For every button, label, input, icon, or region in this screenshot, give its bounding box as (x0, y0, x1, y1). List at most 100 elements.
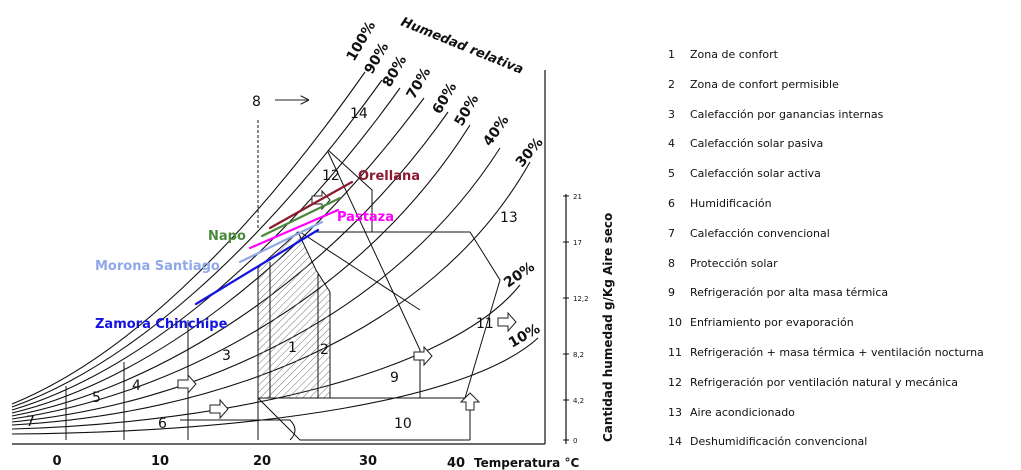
x-tick-30: 30 (359, 454, 377, 469)
legend-number: 1 (668, 48, 675, 61)
legend-item: 14 Deshumidificación convencional (668, 435, 984, 465)
legend-text: Deshumidificación convencional (690, 435, 868, 449)
zone-3-label: 3 (222, 348, 231, 364)
legend-text: Refrigeración por ventilación natural y … (690, 375, 959, 389)
zone-9-boundary (327, 151, 421, 398)
orellana-label: Orellana (358, 169, 420, 184)
zone-numbers: 1 2 3 4 5 6 7 8 9 10 11 12 13 14 (26, 94, 518, 432)
province-labels: Orellana Pastaza Napo Morona Santiago Za… (95, 169, 420, 332)
legend-number: 7 (668, 226, 675, 240)
x-tick-0: 0 (52, 454, 61, 469)
zone-6-label: 6 (158, 416, 167, 432)
legend-text: Refrigeración por alta masa térmica (690, 286, 889, 300)
legend-number: 10 (668, 316, 682, 330)
pastaza-line (248, 208, 340, 250)
legend-text: Protección solar (690, 256, 778, 270)
legend-item: 4 Calefacción solar pasiva (668, 137, 984, 167)
zone-5-label: 5 (92, 390, 101, 406)
rh-curve-90 (11, 79, 383, 408)
napo-label: Napo (208, 229, 246, 244)
arrow-4 (177, 373, 197, 395)
legend-number: 3 (668, 107, 675, 121)
comfort-zone-1 (257, 231, 331, 399)
rh-label-30: 30% (513, 135, 547, 171)
zamora-chinchipe-line (194, 228, 320, 306)
legend-item: 1 Zona de confort (668, 48, 984, 78)
legend-text: Zona de confort (690, 48, 778, 61)
legend-text: Humidificación (690, 196, 772, 210)
psychrometric-chart: Humedad relativa 100% 90% 80% 70% 60% 50… (11, 15, 615, 470)
morona-santiago-label: Morona Santiago (95, 259, 220, 274)
arrow-11 (497, 311, 517, 333)
zone-4-label: 4 (132, 378, 141, 394)
y-tick-8-2: 8,2 (573, 351, 584, 359)
legend-item: 13 Aire acondicionado (668, 406, 984, 436)
napo-line (260, 196, 342, 238)
y-tick-12-2: 12,2 (573, 295, 589, 303)
zone-13-label: 13 (500, 210, 518, 226)
arrow-6 (209, 398, 229, 420)
legend-text: Calefacción convencional (690, 226, 830, 240)
rh-label-40: 40% (480, 113, 512, 150)
zamora-chinchipe-label: Zamora Chinchipe (95, 317, 228, 332)
zone-8-label: 8 (252, 94, 261, 110)
zone-6-boundary (180, 419, 296, 441)
y-tick-0: 0 (573, 437, 577, 445)
legend-text: Refrigeración + masa térmica + ventilaci… (690, 345, 984, 359)
legend-number: 8 (668, 256, 675, 270)
legend-number: 13 (668, 405, 682, 419)
rh-curve-70 (11, 97, 425, 414)
x-ticks: 0 10 20 30 40 (52, 454, 465, 470)
legend-item: 12 Refrigeración por ventilación natural … (668, 376, 984, 406)
zone-12-label: 12 (322, 168, 340, 184)
zone-10-label: 10 (394, 416, 412, 432)
legend-number: 12 (668, 375, 682, 389)
chart-frame (12, 70, 567, 445)
rh-label-60: 60% (430, 80, 461, 117)
y-tick-17: 17 (573, 239, 582, 247)
province-lines (194, 180, 354, 306)
zone-7-label: 7 (26, 414, 35, 430)
legend-number: 2 (668, 77, 675, 91)
legend-list: 1 Zona de confort 2 Zona de confort permisi… (668, 48, 984, 465)
legend-number: 4 (668, 137, 675, 151)
orellana-line (268, 180, 354, 230)
legend-text: Aire acondicionado (690, 405, 795, 419)
legend-item: 6 Humidificación (668, 197, 984, 227)
legend-text: Calefacción por ganancias internas (690, 107, 884, 121)
legend-number: 6 (668, 196, 675, 210)
zone-boundaries (65, 120, 501, 441)
legend-number: 11 (668, 345, 682, 359)
legend-text: Calefacción solar activa (690, 167, 821, 181)
y-axis-label: Cantidad humedad g/Kg Aire seco (601, 213, 615, 442)
legend-item: 7 Calefacción convencional (668, 227, 984, 257)
morona-santiago-line (238, 220, 324, 264)
legend-item: 2 Zona de confort permisible (668, 78, 984, 108)
x-tick-10: 10 (151, 454, 169, 469)
legend-text: Enfriamiento por evaporación (690, 316, 854, 330)
arrow-9 (413, 345, 433, 367)
rh-label-50: 50% (452, 92, 483, 129)
legend-item: 8 Protección solar (668, 257, 984, 287)
zone-11-label: 11 (476, 316, 494, 332)
zone-13-boundary (327, 149, 501, 399)
rh-label-70: 70% (404, 65, 435, 102)
arrow-10 (459, 392, 481, 411)
pastaza-label: Pastaza (337, 210, 394, 225)
rh-curve-60 (11, 111, 449, 417)
legend-item: 9 Refrigeración por alta masa térmica (668, 286, 984, 316)
legend-item: 10 Enfriamiento por evaporación (668, 316, 984, 346)
y-ticks: 21 17 12,2 8,2 4,2 0 (563, 193, 589, 445)
legend-item: 5 Calefacción solar activa (668, 167, 984, 197)
legend-item: 11 Refrigeración + masa térmica + ventila… (668, 346, 984, 376)
legend-text: Calefacción solar pasiva (690, 137, 824, 151)
legend-number: 5 (668, 167, 675, 181)
y-tick-21: 21 (573, 193, 582, 201)
zone-1-label: 1 (288, 340, 297, 356)
rh-curve-80 (11, 87, 401, 411)
legend-number: 14 (668, 435, 682, 449)
zone-9-upper (299, 231, 421, 311)
zone-9-label: 9 (390, 370, 399, 386)
rh-curve-10 (11, 337, 539, 435)
zone-10-base (257, 397, 470, 441)
